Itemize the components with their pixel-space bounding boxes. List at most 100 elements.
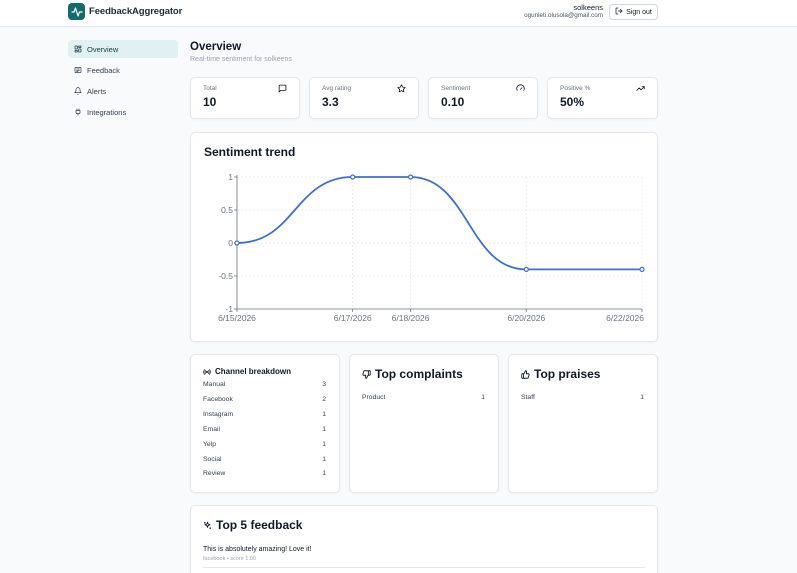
data-point bbox=[234, 240, 240, 246]
gauge-icon bbox=[516, 84, 525, 91]
channel-breakdown-label: Channel breakdown bbox=[215, 367, 292, 376]
channel-count: 1 bbox=[322, 470, 326, 477]
list-item: Instagram 1 bbox=[203, 411, 326, 418]
x-tick-label: 6/22/2026 bbox=[606, 313, 644, 323]
x-tick-label: 6/18/2026 bbox=[392, 313, 430, 323]
feedback-meta: facebook • score 1.00 bbox=[203, 556, 256, 562]
radio-icon bbox=[203, 368, 211, 375]
app-name: FeedbackAggregator bbox=[89, 6, 183, 17]
series-line bbox=[236, 176, 642, 271]
channel-name: Manual bbox=[203, 381, 226, 388]
y-tick-label: 0.5 bbox=[221, 205, 233, 215]
stat-value: 0.10 bbox=[441, 95, 465, 109]
sidebar-item-label: Overview bbox=[87, 44, 119, 54]
data-point bbox=[639, 266, 645, 272]
top-praises-card: Top praises Staff 1 bbox=[508, 354, 658, 493]
list-item: Yelp 1 bbox=[203, 441, 326, 448]
stat-card-sentiment: Sentiment 0.10 bbox=[428, 77, 538, 119]
praise-count: 1 bbox=[640, 394, 644, 401]
y-tick-label: -1 bbox=[225, 304, 233, 314]
x-tick-label: 6/17/2026 bbox=[334, 313, 372, 323]
stat-card-positive: Positive % 50% bbox=[547, 77, 658, 119]
y-tick-label: -0.5 bbox=[218, 271, 233, 281]
data-point bbox=[350, 174, 356, 180]
x-tick-label: 6/15/2026 bbox=[218, 313, 256, 323]
sidebar-item-overview[interactable]: Overview bbox=[68, 40, 178, 58]
divider bbox=[203, 567, 645, 568]
data-point bbox=[523, 266, 529, 272]
stat-label: Sentiment bbox=[441, 85, 471, 92]
data-point bbox=[407, 174, 414, 180]
stat-label: Avg rating bbox=[322, 85, 352, 92]
sidebar-item-label: Integrations bbox=[87, 107, 127, 117]
sidebar: Overview Feedback Alerts Integrations bbox=[68, 40, 178, 124]
x-tick-label: 6/20/2026 bbox=[507, 313, 545, 323]
list-item: Email 1 bbox=[203, 426, 326, 433]
sentiment-trend-chart: 1 0.5 0 -0.5 -16/15/2026 6/17/2026 6/18/2026 6/… bbox=[218, 172, 645, 323]
bell-icon bbox=[74, 87, 82, 95]
chart-title: Sentiment trend bbox=[204, 145, 296, 159]
channel-count: 1 bbox=[322, 426, 326, 433]
stat-card-avg-rating: Avg rating 3.3 bbox=[309, 77, 419, 119]
sparkles-icon bbox=[204, 521, 211, 529]
star-icon bbox=[397, 84, 406, 93]
y-tick-label: 1 bbox=[228, 172, 233, 182]
channel-count: 1 bbox=[322, 411, 326, 418]
stat-card-total: Total 10 bbox=[190, 77, 300, 119]
y-tick-label: 0 bbox=[228, 238, 233, 248]
list-item: Product 1 bbox=[362, 394, 485, 401]
sidebar-item-alerts[interactable]: Alerts bbox=[68, 82, 178, 100]
complaint-count: 1 bbox=[481, 394, 485, 401]
list-item: Review 1 bbox=[203, 470, 326, 477]
stat-value: 10 bbox=[203, 95, 217, 109]
top-feedback-card: Top 5 feedback This is absolutely amazin… bbox=[190, 505, 658, 573]
list-item: Staff 1 bbox=[521, 394, 644, 401]
list-item: Social 1 bbox=[203, 456, 326, 463]
plug-icon bbox=[75, 108, 81, 116]
top-praises-label: Top praises bbox=[534, 367, 601, 381]
logo-icon bbox=[68, 3, 85, 20]
channel-count: 1 bbox=[322, 441, 326, 448]
channel-count: 1 bbox=[322, 456, 326, 463]
page-title: Overview bbox=[190, 41, 242, 53]
top-feedback-label: Top 5 feedback bbox=[216, 518, 303, 532]
stat-value: 50% bbox=[560, 95, 585, 109]
channel-name: Review bbox=[203, 470, 226, 477]
complaint-name: Product bbox=[362, 394, 386, 401]
dashboard-icon bbox=[74, 45, 82, 53]
stat-label: Total bbox=[203, 85, 217, 92]
sidebar-item-label: Alerts bbox=[87, 86, 107, 96]
user-email: ogunleti.olusola@gmail.com bbox=[524, 12, 603, 19]
channel-name: Yelp bbox=[203, 441, 216, 448]
praise-name: Staff bbox=[521, 394, 535, 401]
sign-out-icon bbox=[615, 7, 623, 17]
top-complaints-label: Top complaints bbox=[375, 367, 463, 381]
list-item: Facebook 2 bbox=[203, 396, 326, 403]
top-bar: FeedbackAggregator solkeens ogunleti.olu… bbox=[0, 0, 797, 27]
channel-name: Email bbox=[203, 426, 220, 433]
sidebar-item-integrations[interactable]: Integrations bbox=[68, 103, 178, 121]
stat-value: 3.3 bbox=[322, 95, 339, 109]
feedback-text: This is absolutely amazing! Love it! bbox=[203, 546, 312, 553]
trending-up-icon bbox=[636, 86, 645, 91]
channel-name: Facebook bbox=[203, 396, 233, 403]
thumbs-up-icon bbox=[521, 369, 530, 379]
sentiment-trend-card: Sentiment trend bbox=[190, 132, 658, 342]
message-icon bbox=[278, 84, 287, 93]
channel-breakdown-title: Channel breakdown bbox=[203, 367, 291, 376]
top-praises-title: Top praises bbox=[521, 367, 600, 381]
sidebar-item-feedback[interactable]: Feedback bbox=[68, 61, 178, 79]
channel-name: Instagram bbox=[203, 411, 234, 418]
channel-breakdown-card: Channel breakdown Manual 3 Facebook 2 Inst… bbox=[190, 354, 340, 493]
channel-count: 3 bbox=[322, 381, 326, 388]
top-complaints-card: Top complaints Product 1 bbox=[349, 354, 499, 493]
sign-out-button[interactable]: Sign out bbox=[609, 4, 658, 20]
sidebar-item-label: Feedback bbox=[87, 65, 120, 75]
channel-count: 2 bbox=[322, 396, 326, 403]
top-complaints-title: Top complaints bbox=[362, 367, 463, 381]
list-item: Manual 3 bbox=[203, 381, 326, 388]
thumbs-down-icon bbox=[362, 369, 371, 379]
list-icon bbox=[74, 66, 82, 74]
page-subtitle: Real-time sentiment for solkeens bbox=[190, 56, 292, 63]
sign-out-label: Sign out bbox=[626, 8, 652, 16]
